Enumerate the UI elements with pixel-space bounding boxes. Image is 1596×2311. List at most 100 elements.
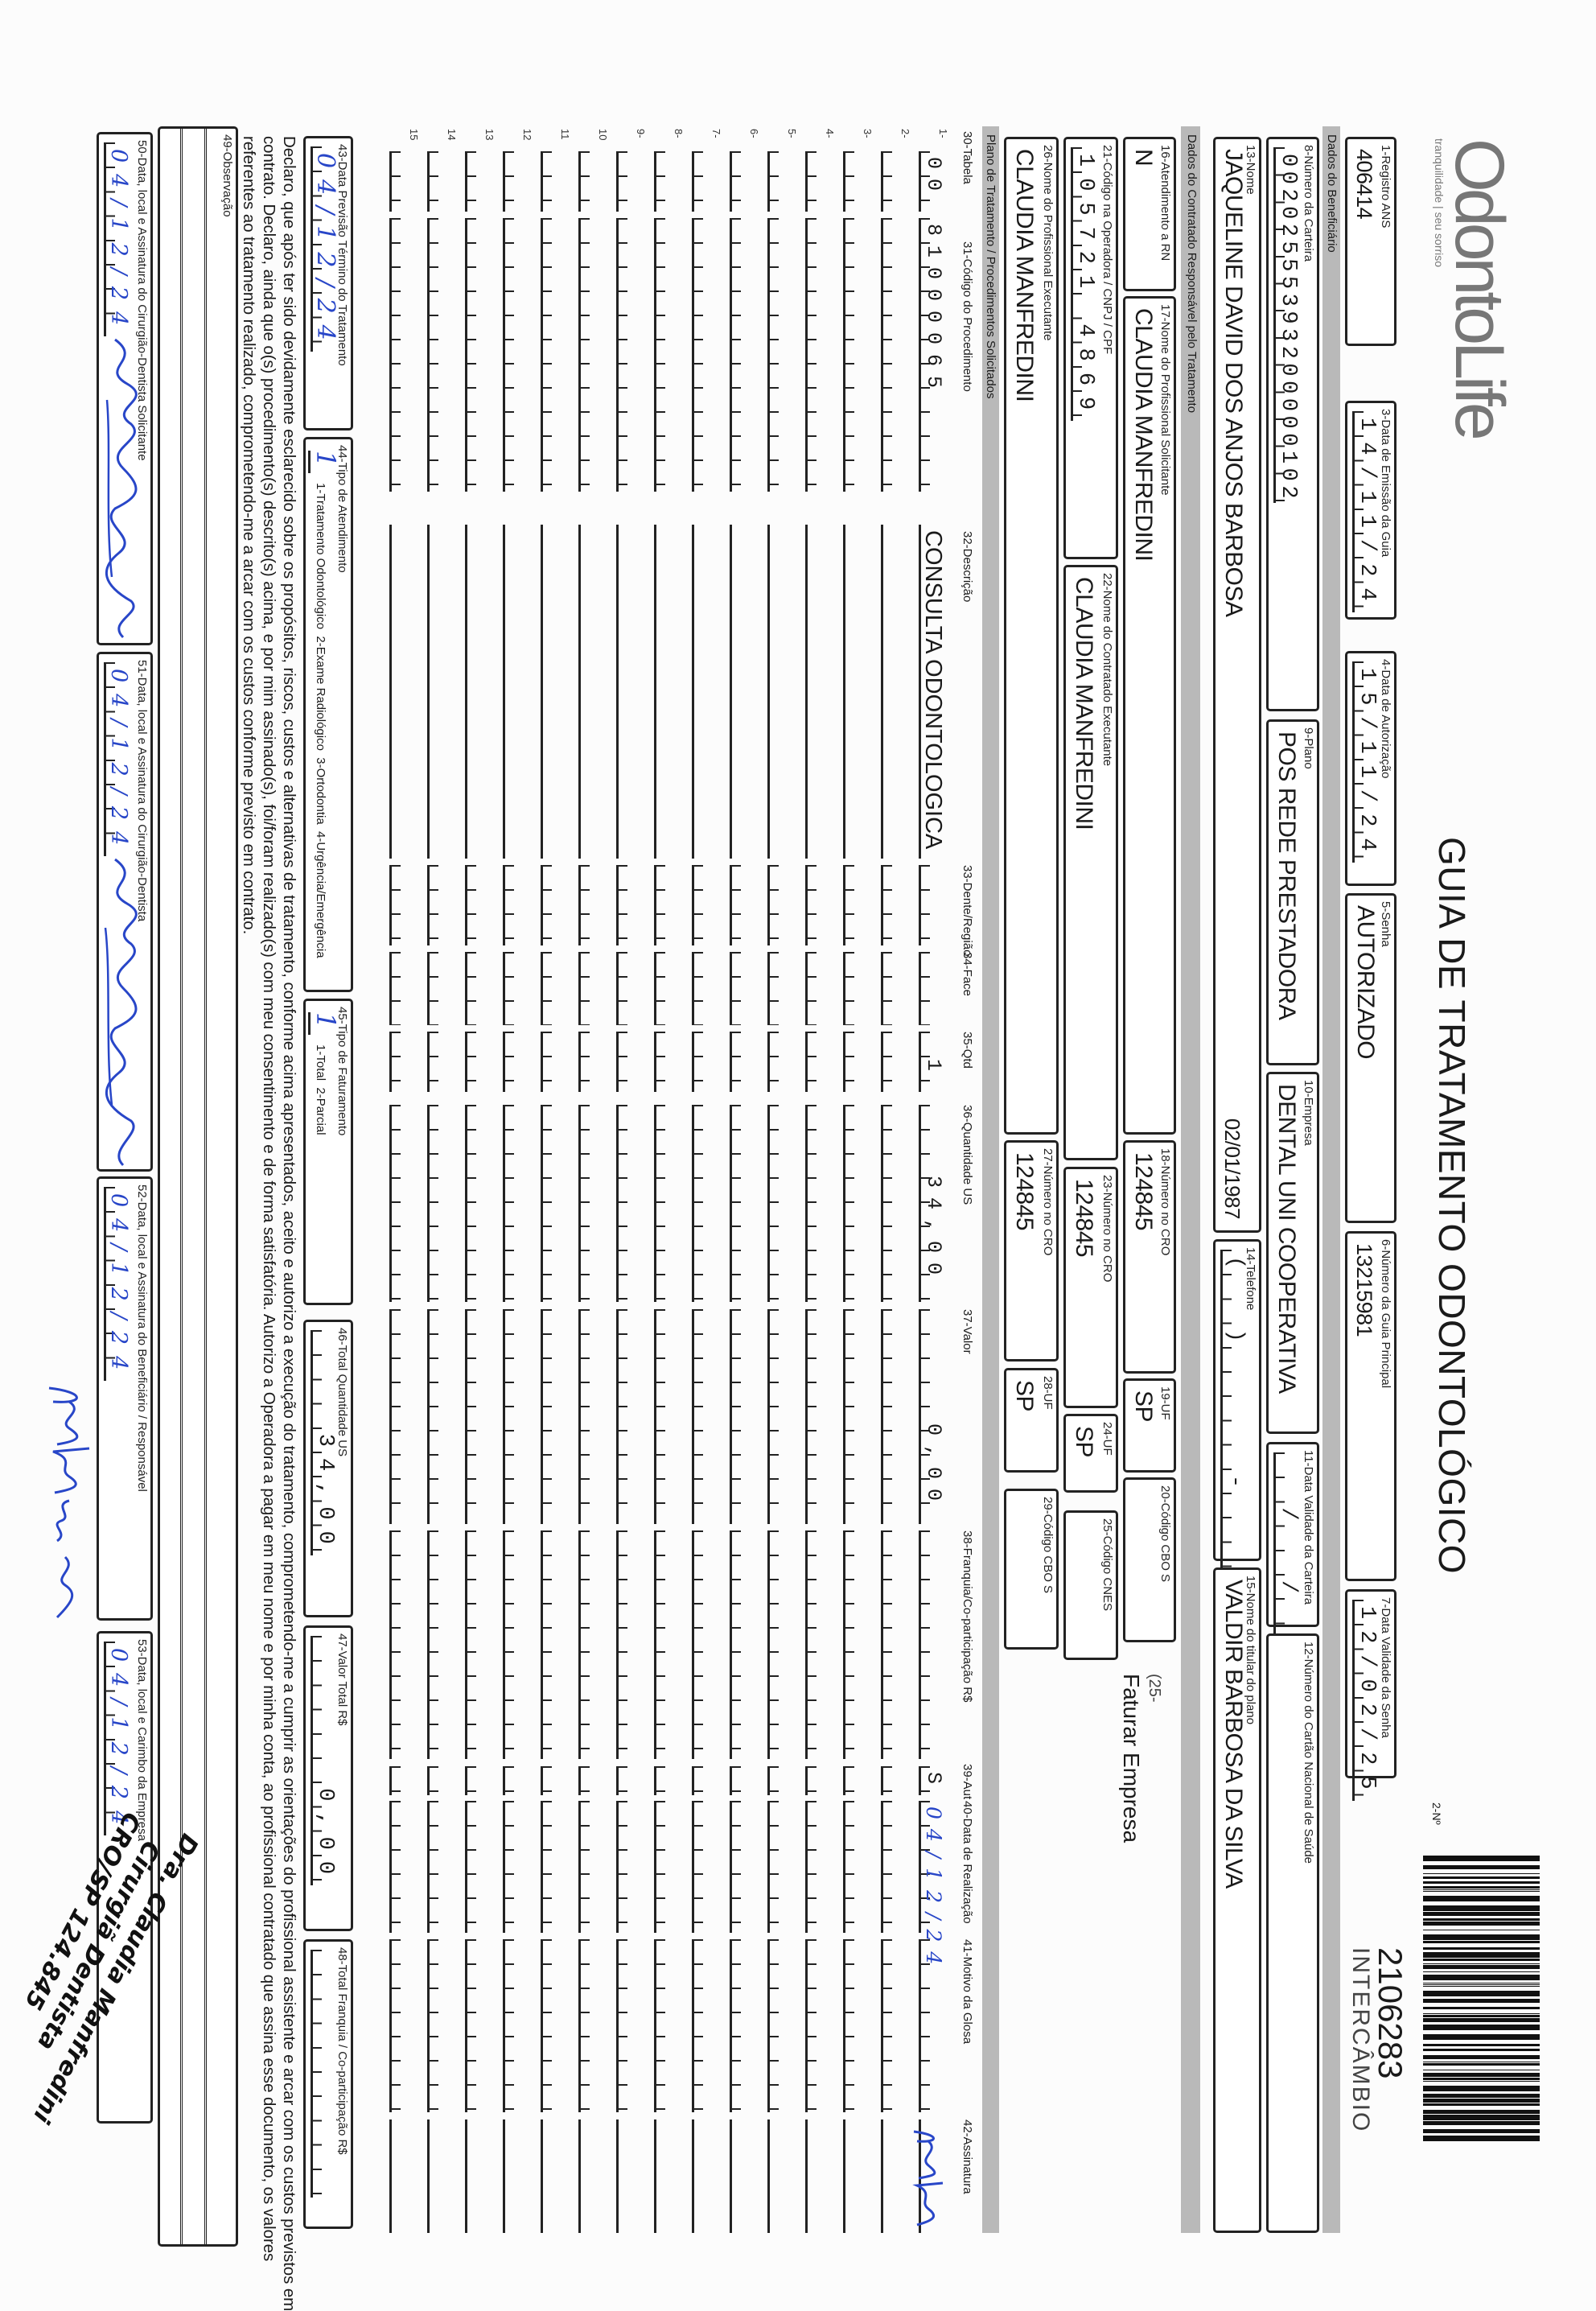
- cell-qtd-us[interactable]: [692, 1105, 719, 1302]
- cell-codigo[interactable]: [767, 218, 795, 492]
- cell-dente[interactable]: [881, 865, 908, 945]
- cell-valor[interactable]: [730, 1309, 757, 1524]
- cell-dente[interactable]: [805, 865, 833, 945]
- cell-qtd-us[interactable]: [616, 1105, 644, 1302]
- field-telefone[interactable]: 14-Telefone ( ) -: [1213, 1239, 1261, 1596]
- cell-qtd[interactable]: [843, 1032, 870, 1092]
- cell-codigo[interactable]: [843, 218, 870, 492]
- cell-tabela[interactable]: [541, 151, 568, 212]
- cell-tabela[interactable]: [427, 151, 455, 212]
- field-tipo-faturamento[interactable]: 45-Tipo de Faturamento 1 1-Total 2-Parci…: [303, 999, 353, 1305]
- cell-data[interactable]: [465, 1801, 492, 1933]
- cell-codigo[interactable]: 81000065: [919, 218, 946, 492]
- cell-data[interactable]: [654, 1801, 681, 1933]
- cell-tabela[interactable]: [654, 151, 681, 212]
- cell-tabela[interactable]: [730, 151, 757, 212]
- cell-glosa[interactable]: [730, 1939, 757, 2112]
- cell-qtd-us[interactable]: [427, 1105, 455, 1302]
- cell-descricao[interactable]: [503, 525, 530, 859]
- cell-qtd-us[interactable]: [881, 1105, 908, 1302]
- cell-data[interactable]: [541, 1801, 568, 1933]
- field-uf-executante[interactable]: 28-UF SP: [1004, 1368, 1059, 1473]
- cell-descricao[interactable]: [654, 525, 681, 859]
- cell-data[interactable]: [503, 1801, 530, 1933]
- cell-qtd-us[interactable]: [805, 1105, 833, 1302]
- cell-assinatura[interactable]: [767, 2119, 795, 2233]
- cell-qtd-us[interactable]: [541, 1105, 568, 1302]
- cell-descricao[interactable]: [541, 525, 568, 859]
- field-data-emissao[interactable]: 3-Data de Emissão da Guia 14/11/24: [1345, 401, 1396, 620]
- field-assinatura-beneficiario[interactable]: 52-Data, local e Assinatura do Beneficiá…: [97, 1176, 153, 1621]
- cell-glosa[interactable]: [616, 1939, 644, 2112]
- cell-aut[interactable]: [730, 1766, 757, 1795]
- field-validade-carteira[interactable]: 11-Data Validade da Carteira / /: [1266, 1442, 1319, 1654]
- cell-qtd[interactable]: [805, 1032, 833, 1092]
- cell-codigo[interactable]: [805, 218, 833, 492]
- cell-qtd-us[interactable]: [654, 1105, 681, 1302]
- cell-codigo[interactable]: [465, 218, 492, 492]
- cell-data[interactable]: [616, 1801, 644, 1933]
- cell-descricao[interactable]: [578, 525, 606, 859]
- cell-glosa[interactable]: [767, 1939, 795, 2112]
- field-profissional-executante[interactable]: 26-Nome do Profissional Executante CLAUD…: [1004, 137, 1059, 1135]
- cell-descricao[interactable]: [805, 525, 833, 859]
- cell-descricao[interactable]: [767, 525, 795, 859]
- cell-codigo[interactable]: [389, 218, 417, 492]
- cell-aut[interactable]: [767, 1766, 795, 1795]
- cell-aut[interactable]: [805, 1766, 833, 1795]
- field-observacao[interactable]: 49-Observação: [158, 126, 238, 2247]
- field-contratado-executante[interactable]: 22-Nome do Contratado Executante CLAUDIA…: [1063, 565, 1118, 1160]
- cell-valor[interactable]: [654, 1309, 681, 1524]
- cell-qtd-us[interactable]: 34,00: [919, 1105, 946, 1302]
- cell-face[interactable]: [919, 952, 946, 1025]
- field-cnes[interactable]: 25-Código CNES: [1063, 1510, 1118, 1660]
- cell-data[interactable]: [767, 1801, 795, 1933]
- field-tipo-atendimento[interactable]: 44-Tipo de Atendimento 1 1-Tratamento Od…: [303, 437, 353, 992]
- cell-face[interactable]: [843, 952, 870, 1025]
- cell-face[interactable]: [616, 952, 644, 1025]
- cell-descricao[interactable]: [616, 525, 644, 859]
- cell-qtd[interactable]: [427, 1032, 455, 1092]
- cell-face[interactable]: [881, 952, 908, 1025]
- cell-qtd[interactable]: 1: [919, 1032, 946, 1092]
- field-cro-solicitante[interactable]: 18-Número no CRO 124845: [1123, 1140, 1176, 1374]
- cell-valor[interactable]: [881, 1309, 908, 1524]
- cell-qtd[interactable]: [616, 1032, 644, 1092]
- cell-codigo[interactable]: [654, 218, 681, 492]
- cell-tabela[interactable]: [578, 151, 606, 212]
- cell-qtd-us[interactable]: [767, 1105, 795, 1302]
- cell-qtd[interactable]: [465, 1032, 492, 1092]
- field-cbo-solicitante[interactable]: 20-Código CBO S: [1123, 1477, 1176, 1642]
- cell-franquia[interactable]: [578, 1530, 606, 1759]
- cell-dente[interactable]: [919, 865, 946, 945]
- cell-qtd[interactable]: [730, 1032, 757, 1092]
- field-atendimento-rn[interactable]: 16-Atendimento a RN N: [1123, 137, 1176, 291]
- cell-assinatura[interactable]: [912, 2119, 946, 2233]
- cell-assinatura[interactable]: [843, 2119, 870, 2233]
- cell-codigo[interactable]: [503, 218, 530, 492]
- cell-aut[interactable]: [427, 1766, 455, 1795]
- cell-codigo[interactable]: [881, 218, 908, 492]
- cell-franquia[interactable]: [427, 1530, 455, 1759]
- cell-franquia[interactable]: [389, 1530, 417, 1759]
- cell-assinatura[interactable]: [427, 2119, 455, 2233]
- cell-codigo[interactable]: [541, 218, 568, 492]
- cell-dente[interactable]: [843, 865, 870, 945]
- cell-tabela[interactable]: [881, 151, 908, 212]
- cell-data[interactable]: [578, 1801, 606, 1933]
- cell-descricao[interactable]: [692, 525, 719, 859]
- cell-descricao[interactable]: [730, 525, 757, 859]
- cell-qtd-us[interactable]: [465, 1105, 492, 1302]
- cell-qtd[interactable]: [767, 1032, 795, 1092]
- cell-codigo[interactable]: [427, 218, 455, 492]
- cell-face[interactable]: [578, 952, 606, 1025]
- cell-tabela[interactable]: [503, 151, 530, 212]
- cell-assinatura[interactable]: [578, 2119, 606, 2233]
- cell-franquia[interactable]: [541, 1530, 568, 1759]
- cell-dente[interactable]: [503, 865, 530, 945]
- cell-qtd[interactable]: [541, 1032, 568, 1092]
- cell-tabela[interactable]: [767, 151, 795, 212]
- cell-valor[interactable]: [465, 1309, 492, 1524]
- field-previsao-termino[interactable]: 43-Data Previsão Término do Tratamento 0…: [303, 136, 353, 430]
- cell-data[interactable]: [692, 1801, 719, 1933]
